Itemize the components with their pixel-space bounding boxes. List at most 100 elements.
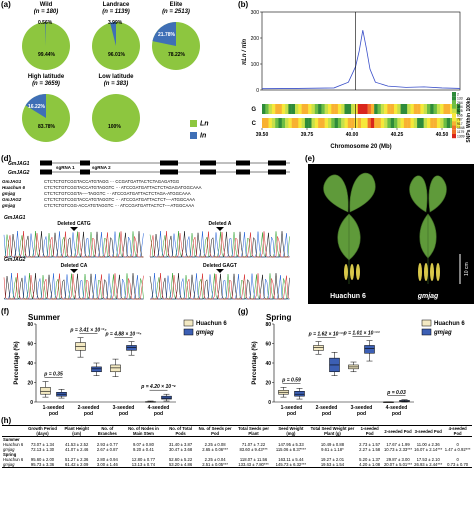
table-header-cell [2, 426, 24, 437]
heat-cell [413, 104, 418, 114]
ytick-label: 80 [27, 322, 33, 328]
table-cell: 147.95 ± 5.33 [278, 442, 304, 447]
exon [80, 169, 90, 175]
xtick-label: 40.00 [346, 132, 359, 138]
heat-ylabel: SNPs Within 100kb [466, 97, 472, 142]
heat-cell [380, 104, 385, 114]
table-cell: 9.61 ± 1.18* [321, 447, 344, 452]
heat-cell [400, 118, 405, 128]
heat-cell [377, 118, 381, 128]
pie-pct-ln: 96.01% [108, 52, 125, 58]
category-label: 1-seeded [43, 405, 65, 411]
heat-cell [430, 104, 434, 114]
seq-text: CTCTCTGTCGGTACCATGTAGG ··· CCGATGATTACTC… [44, 179, 180, 184]
table-cell: 4.20 ± 1.08 [356, 462, 383, 468]
colorbar-label: 2 [457, 92, 459, 96]
heat-cell [367, 118, 372, 128]
table-header-cell: 3-seeded Pod [414, 428, 442, 434]
heat-cell [347, 104, 352, 114]
table-cell: 2.65 ± 0.06*** [202, 447, 229, 452]
exon [160, 169, 178, 175]
heat-cell [410, 118, 414, 128]
phenotype-table: Growth Period (days) Plant Height (cm) No.… [2, 425, 472, 468]
colorbar-label: 394 [457, 105, 463, 109]
photo-label-huachun: Huachun 6 [330, 293, 366, 300]
heat-cell [265, 104, 269, 114]
table-cell: 9.07 ± 0.80 [132, 442, 154, 447]
box-gmjag [294, 391, 305, 397]
exon [160, 160, 178, 166]
legend-label: Huachun 6 [434, 321, 465, 327]
ylabel: Percentage (%) [14, 341, 20, 384]
pie-title-3: High latitude (n = 3659) [16, 74, 76, 88]
table-cell: 3.00 ± 1.46 [92, 462, 123, 468]
box-huachun [40, 387, 51, 395]
box-gmjag [364, 345, 375, 354]
heat-cell [423, 104, 428, 114]
pie-n: (n = 1139) [102, 9, 130, 15]
heat-cell [436, 118, 441, 128]
pie-3 [22, 94, 70, 142]
heat-cell [380, 118, 385, 128]
table-row: Huachun 6 73.07 ± 1.34 41.53 ± 2.52 2.93 ± … [2, 442, 472, 447]
box-huachun [110, 364, 121, 373]
heat-cell [357, 104, 362, 114]
table-header-cell: No. of Total Pods [169, 426, 192, 436]
seq-label: gmjag [1, 191, 16, 196]
heat-cell [377, 104, 381, 114]
table-cell: 2.25 ± 0.08 [204, 442, 226, 447]
table-cell: 10.73 ± 2.33*** [383, 447, 413, 452]
pie-n: (n = 3659) [32, 81, 60, 87]
pvalue-label: p = 1.62 × 10⁻¹³ [308, 332, 345, 338]
colorbar-cell [452, 92, 456, 97]
panel-label-e: (e) [305, 154, 315, 163]
heat-cell [427, 118, 431, 128]
pvalue-label: p = 0.35 [43, 372, 63, 378]
pie-legend-ln: Ln [190, 120, 209, 127]
heat-cell [347, 118, 352, 128]
table-cell: 53.20 ± 4.86 [164, 462, 197, 468]
heat-cell [417, 118, 421, 128]
exon [268, 169, 286, 175]
table-row: gmjag 95.73 ± 3.36 61.42 ± 2.09 3.00 ± 1.46… [2, 462, 472, 468]
table-cell: 51.27 ± 2.36 [65, 457, 89, 462]
heat-cell [351, 118, 355, 128]
colorbar-label: 1048 [457, 126, 465, 130]
seq-label: Huachun 6 [2, 185, 26, 190]
pie-pct-ln: 78.22% [168, 52, 185, 58]
table-header-row: Growth Period (days) Plant Height (cm) No.… [2, 425, 472, 437]
pie-pct-in: 21.78% [158, 32, 175, 38]
table-cell: 72.13 ± 1.30 [30, 447, 55, 452]
heat-cell [433, 118, 438, 128]
heat-cell [337, 118, 342, 128]
deletion-arrow [216, 227, 224, 231]
deletion-arrow [70, 227, 78, 231]
category-label: pod [154, 411, 163, 417]
heat-cell [328, 104, 332, 114]
heat-cell [318, 118, 322, 128]
pie-title-1: Landrace (n = 1139) [86, 2, 146, 16]
pie-2 [152, 22, 200, 70]
pie-pct-in: 16.22% [28, 104, 45, 110]
heat-cell [291, 104, 296, 114]
table-cell: 30.47 ± 3.68 [168, 447, 193, 452]
heat-cell [417, 104, 421, 114]
heat-cell [304, 118, 309, 128]
pie-title-0: Wild (n = 180) [16, 2, 76, 16]
heat-cell [440, 104, 444, 114]
pie-slice-in [25, 94, 46, 118]
heat-cell [314, 104, 319, 114]
heat-cell [262, 118, 266, 128]
table-cell: 41.53 ± 2.52 [65, 442, 89, 447]
table-header-cell: No. of Nodes in Main Stem [128, 426, 159, 436]
chromatogram-trace [3, 273, 144, 300]
heat-cell [456, 104, 461, 114]
panel-label-a: (a) [1, 0, 11, 9]
heat-cell [427, 104, 431, 114]
pie-n: (n = 383) [103, 81, 129, 87]
pie-pct-ln: 83.78% [38, 124, 55, 130]
table-header-cell: No. of Seeds per Pod [198, 426, 232, 436]
panel-d-figure: GmJAG1 GmJAG2 sgRNA 1 sgRNA 2 GmJAG1 CTCTCTGT… [1, 160, 290, 300]
heat-cell [440, 118, 444, 128]
pie-name: Elite [169, 2, 183, 8]
